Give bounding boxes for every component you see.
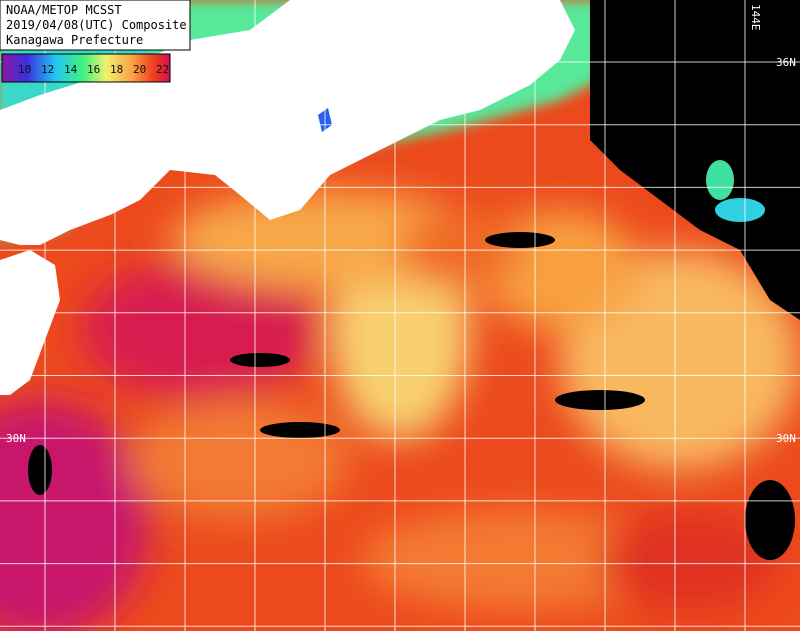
header-line: 2019/04/08(UTC) Composite bbox=[6, 18, 187, 32]
colorbar: 10 12 14 16 18 20 22 bbox=[1, 53, 171, 83]
colorbar-label: 10 bbox=[18, 63, 31, 76]
lon-label: 144E bbox=[749, 4, 762, 31]
lat-label: 30N bbox=[6, 432, 26, 445]
colorbar-label: 20 bbox=[133, 63, 146, 76]
lat-label: 30N bbox=[776, 432, 796, 445]
colorbar-label: 18 bbox=[110, 63, 123, 76]
lon-label: 138E bbox=[329, 4, 342, 31]
colorbar-label: 12 bbox=[41, 63, 54, 76]
header-line: Kanagawa Prefecture bbox=[6, 33, 143, 47]
colorbar-label: 16 bbox=[87, 63, 100, 76]
header-line: NOAA/METOP MCSST bbox=[6, 3, 122, 17]
lat-label: 36N bbox=[776, 56, 796, 69]
colorbar-label: 14 bbox=[64, 63, 78, 76]
grid-labels: 36N 30N 30N 138E 144E bbox=[6, 4, 796, 445]
colorbar-label: 22 bbox=[156, 63, 169, 76]
header-box: NOAA/METOP MCSST 2019/04/08(UTC) Composi… bbox=[0, 0, 191, 51]
clouds bbox=[28, 0, 800, 560]
